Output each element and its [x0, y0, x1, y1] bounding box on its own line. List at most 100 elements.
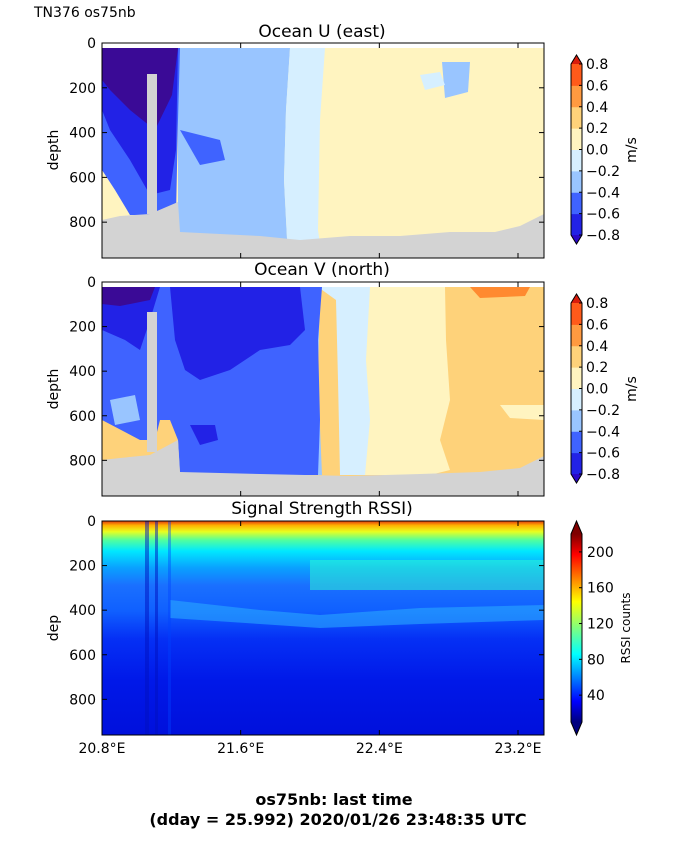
u-field-patch-1: [180, 130, 225, 165]
colorbar-level: [571, 64, 582, 86]
v-field-bottom-mask: [102, 440, 544, 496]
panel-v-colorbar: 0.8 0.6 0.4 0.2 0.0 −0.2 −0.4 −0.6 −0.8: [570, 293, 620, 484]
rssi-field-streak-2: [155, 521, 158, 735]
y-tick-label: 600: [69, 170, 96, 186]
panel-rssi-field: [102, 521, 544, 735]
rssi-field-streak-3: [168, 521, 171, 735]
colorbar-level: [571, 170, 582, 193]
u-field-patch-3: [420, 72, 445, 90]
colorbar-tick-label: 0.0: [586, 382, 608, 398]
x-tick-label: 21.6°E: [217, 741, 264, 757]
panel-u-field: [102, 43, 544, 258]
panel-v-field: [102, 282, 544, 496]
y-tick-label: 200: [69, 320, 96, 336]
v-field-near-zero-neg: [318, 287, 370, 475]
y-tick-label: 800: [69, 215, 96, 231]
colorbar-level: [571, 106, 582, 129]
rssi-field-band-1: [310, 560, 544, 590]
panel-u-colorbar: 0.8 0.6 0.4 0.2 0.0 −0.2 −0.4 −0.6 −0.8: [570, 54, 620, 245]
colorbar-tick-label: −0.2: [586, 403, 620, 419]
y-tick-label: 800: [69, 453, 96, 469]
panel-rssi-colorbar-label: RSSI counts: [619, 592, 633, 663]
rssi-colorbar-bottom-arrow: [571, 722, 582, 735]
panel-u-ylabel: depth: [46, 130, 62, 171]
v-field-gap: [147, 312, 157, 452]
v-field-strong-neg-3: [190, 425, 218, 445]
y-tick-label: 0: [87, 514, 96, 530]
y-tick-label: 0: [87, 36, 96, 52]
colorbar-bottom-arrow: [571, 474, 582, 483]
panel-rssi-colorbar: 200 160 120 80 40: [570, 519, 614, 737]
colorbar-tick-label: 0.8: [586, 296, 608, 312]
panel-u-frame: [101, 42, 545, 259]
colorbar-level: [571, 128, 582, 150]
colorbar-tick-label: 0.4: [586, 100, 608, 116]
colorbar-level: [571, 388, 582, 411]
panel-rssi-title: Signal Strength RSSI): [231, 499, 413, 519]
colorbar-tick-label: 80: [587, 652, 605, 668]
colorbar-tick-label: 0.2: [586, 121, 608, 137]
colorbar-top-arrow: [571, 294, 582, 303]
panel-v-ylabel: depth: [46, 369, 62, 410]
colorbar-level: [571, 345, 582, 368]
colorbar-tick-label: 0.4: [586, 339, 608, 355]
colorbar-tick-label: −0.8: [586, 228, 620, 244]
u-field-band-weak-neg: [250, 48, 290, 258]
panel-rssi-yticks: 0 200 400 600 800: [69, 514, 544, 708]
colorbar-level: [571, 213, 582, 236]
colorbar-tick-label: 40: [587, 688, 605, 704]
u-field-extreme-neg: [102, 48, 178, 130]
panel-v-xticks: [101, 282, 519, 496]
panel-v-colorbar-label: m/s: [624, 376, 640, 402]
x-tick-label: 20.8°E: [78, 741, 125, 757]
footer-line-1: os75nb: last time: [255, 790, 412, 809]
rssi-colorbar-top-arrow: [571, 521, 582, 534]
panel-u-yticks: 0 200 400 600 800: [69, 36, 544, 231]
y-tick-label: 0: [87, 275, 96, 291]
x-tick-label: 22.4°E: [356, 741, 403, 757]
u-field-top-blank: [102, 43, 544, 48]
colorbar-tick-label: 160: [587, 581, 614, 597]
panel-v-frame: [101, 281, 545, 497]
colorbar-tick-label: 200: [587, 545, 614, 561]
rssi-field-band-2: [170, 600, 544, 628]
colorbar-tick-label: 0.6: [586, 78, 608, 94]
footer-line-2: (dday = 25.992) 2020/01/26 23:48:35 UTC: [149, 810, 526, 829]
colorbar-tick-label: 120: [587, 617, 614, 633]
v-field-near-zero-pos: [350, 287, 450, 475]
panel-u-colorbar-label: m/s: [624, 137, 640, 163]
colorbar-level: [571, 452, 582, 475]
v-field-patch-weak: [110, 395, 140, 425]
y-tick-label: 200: [69, 81, 96, 97]
panel-u-title: Ocean U (east): [258, 22, 385, 42]
panel-rssi: Signal Strength RSSI) dep 0200400600800 …: [46, 499, 633, 757]
colorbar-level: [571, 303, 582, 325]
v-field-patch-pos: [500, 405, 544, 420]
figure-label: TN376 os75nb: [33, 5, 136, 21]
y-tick-label: 200: [69, 559, 96, 575]
colorbar-level: [571, 85, 582, 108]
colorbar-tick-label: 0.8: [586, 57, 608, 73]
rssi-colorbar-gradient: [571, 534, 582, 722]
colorbar-top-arrow: [571, 55, 582, 64]
y-tick-label: 600: [69, 648, 96, 664]
colorbar-level: [571, 409, 582, 432]
panel-rssi-frame: [101, 520, 545, 736]
rssi-field-base: [102, 521, 544, 735]
colorbar-tick-label: −0.6: [586, 207, 620, 223]
panel-u-xticks: [101, 43, 519, 258]
colorbar-tick-label: −0.2: [586, 164, 620, 180]
colorbar-tick-label: 0.0: [586, 143, 608, 159]
y-tick-label: 600: [69, 409, 96, 425]
v-field-strong-neg-1: [170, 287, 305, 380]
colorbar-tick-label: −0.6: [586, 446, 620, 462]
rssi-field-streak-1: [145, 521, 149, 735]
panel-rssi-xticks: 20.8°E 21.6°E 22.4°E 23.2°E: [78, 521, 542, 757]
colorbar-bottom-arrow: [571, 235, 582, 244]
y-tick-label: 400: [69, 364, 96, 380]
y-tick-label: 400: [69, 603, 96, 619]
colorbar-tick-label: 0.6: [586, 317, 608, 333]
colorbar-tick-label: −0.8: [586, 467, 620, 483]
